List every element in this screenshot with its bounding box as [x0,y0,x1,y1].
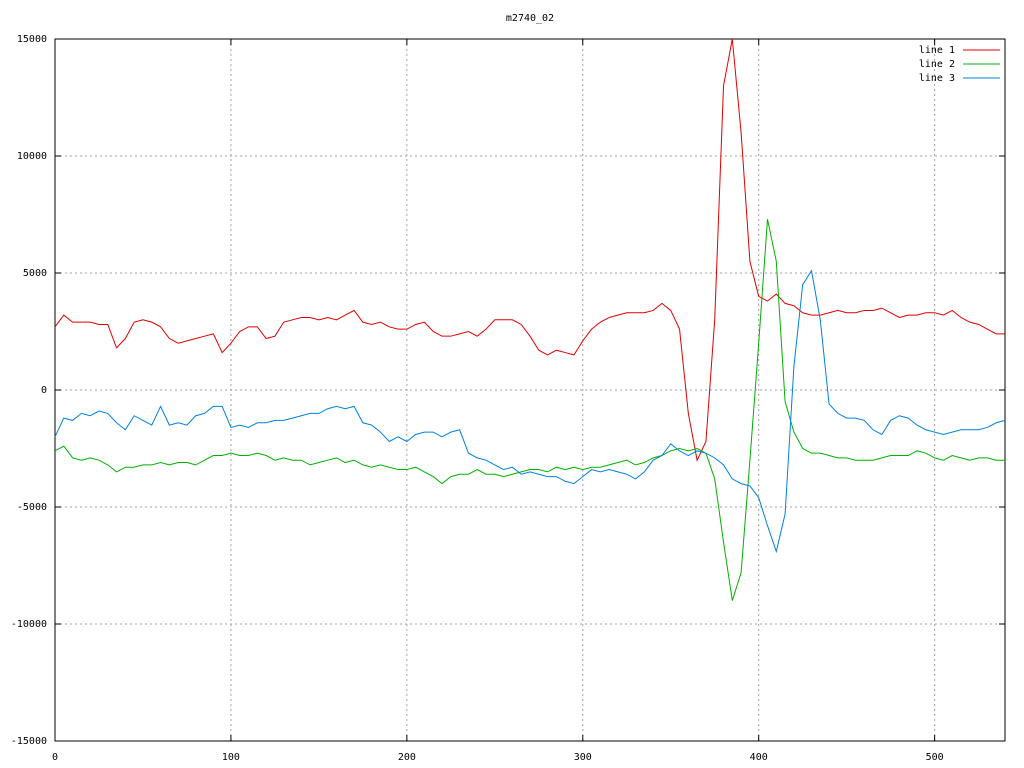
y-tick-label: -5000 [17,502,47,513]
legend-label: line 3 [919,73,955,84]
y-tick-label: -10000 [11,619,47,630]
x-tick-label: 0 [52,752,58,763]
data-line [54,219,1005,601]
y-tick-label: -15000 [11,736,47,747]
y-tick-label: 5000 [23,268,47,279]
legend-label: line 1 [919,45,955,56]
y-tick-label: 10000 [17,151,47,162]
x-tick-label: 100 [222,752,240,763]
x-tick-label: 500 [926,752,944,763]
data-line [54,38,1005,462]
data-line [54,269,1006,554]
y-tick-label: 0 [41,385,47,396]
x-tick-label: 400 [750,752,768,763]
plot-frame [54,38,1006,742]
chart-title: m2740_02 [506,13,554,24]
legend-label: line 2 [919,59,955,70]
x-tick-label: 300 [574,752,592,763]
x-tick-label: 200 [398,752,416,763]
y-tick-label: 15000 [17,34,47,45]
